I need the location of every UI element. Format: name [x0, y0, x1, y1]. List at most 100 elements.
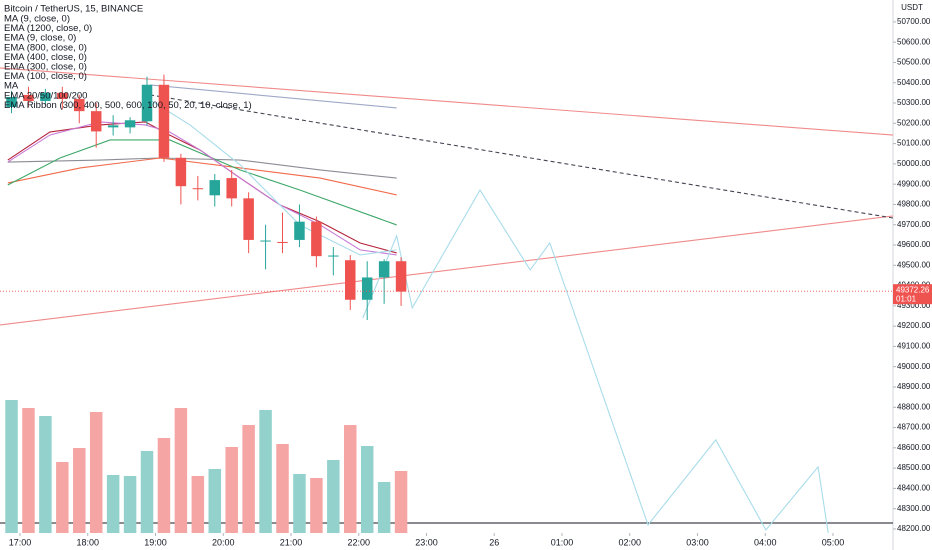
- y-tick-label: 50500.00: [897, 58, 931, 67]
- y-tick-label: 50300.00: [897, 98, 931, 107]
- volume-bar: [106, 475, 120, 533]
- axis-layer: 48200.00 48300.00 48400.00 48500.00 48600.00…: [0, 17, 932, 547]
- x-tick-label: 22:00: [347, 537, 370, 547]
- volume-bar: [360, 446, 374, 533]
- last-price-tag: [893, 284, 932, 305]
- candle-body: [209, 180, 221, 196]
- legend-entry: EMA (100, close, 0): [4, 71, 87, 82]
- volume-bar: [310, 478, 323, 533]
- x-tick-label: 19:00: [144, 537, 167, 547]
- last-price-label: 49372.26: [896, 285, 930, 294]
- candle-layer: [6, 74, 407, 321]
- candle-body: [40, 92, 51, 102]
- volume-bar: [5, 400, 18, 533]
- x-tick-label: 02:00: [618, 537, 641, 547]
- candle-body: [345, 260, 356, 300]
- candle-body: [294, 221, 305, 240]
- y-tick-label: 48300.00: [897, 504, 931, 513]
- volume-bar: [344, 425, 357, 533]
- indicator-layer: [0, 67, 894, 534]
- y-tick-label: 50600.00: [897, 37, 931, 46]
- y-tick-label: 49300.00: [897, 301, 931, 310]
- candle-body: [107, 125, 119, 128]
- candle-body: [74, 98, 85, 112]
- x-tick-label: 03:00: [686, 537, 709, 547]
- legend-entry: EMA (800, close, 0): [4, 42, 87, 53]
- y-tick-label: 49700.00: [897, 220, 931, 229]
- legend-entry: MA: [4, 81, 19, 92]
- candle-body: [192, 188, 204, 190]
- legend: Bitcoin / TetherUS, 15, BINANCE MA (9, c…: [4, 4, 252, 111]
- volume-bar: [208, 469, 222, 533]
- x-tick-label: 26: [489, 537, 499, 547]
- y-tick-label: 49000.00: [897, 362, 931, 371]
- candle-body: [378, 261, 390, 278]
- y-tick-label: 50400.00: [897, 78, 931, 87]
- x-tick-label: 23:00: [415, 537, 438, 547]
- y-tick-label: 50700.00: [897, 17, 931, 26]
- volume-bar: [174, 408, 188, 533]
- y-tick-label: 49200.00: [897, 321, 931, 330]
- y-tick-label: 48400.00: [897, 483, 931, 492]
- candle-body: [141, 84, 153, 122]
- x-tick-label: 17:00: [9, 537, 32, 547]
- x-tick-label: 18:00: [76, 537, 99, 547]
- volume-bar: [276, 444, 289, 533]
- volume-layer: [5, 400, 408, 533]
- volume-bar: [89, 412, 103, 533]
- volume-bar: [39, 416, 52, 533]
- candle-body: [90, 111, 102, 132]
- volume-bar: [225, 447, 238, 533]
- y-tick-label: 48800.00: [897, 402, 931, 411]
- candle-body: [260, 240, 271, 242]
- chart-title: Bitcoin / TetherUS, 15, BINANCE: [4, 4, 143, 15]
- legend-entry: MA (9, close, 0): [4, 14, 70, 25]
- candle-body: [395, 261, 407, 292]
- indicator-line: [0, 215, 894, 326]
- legend-entry: EMA (300, close, 0): [4, 62, 87, 73]
- candle-body: [6, 96, 17, 108]
- candle-body: [23, 94, 34, 102]
- y-tick-label: 49500.00: [897, 260, 931, 269]
- indicator-line: [149, 99, 397, 256]
- candle-body: [328, 255, 339, 257]
- volume-bar: [22, 408, 35, 533]
- indicator-line: [7, 121, 397, 256]
- currency-label: USDT: [901, 3, 923, 12]
- volume-bar: [157, 438, 171, 533]
- volume-bar: [140, 451, 154, 533]
- y-tick-label: 50200.00: [897, 118, 931, 127]
- candle-body: [277, 241, 288, 243]
- volume-bar: [73, 448, 86, 533]
- candle-body: [243, 198, 254, 240]
- indicator-line: [0, 67, 894, 136]
- x-tick-label: 01:00: [551, 537, 574, 547]
- y-tick-label: 50100.00: [897, 139, 931, 148]
- x-tick-label: 04:00: [754, 537, 777, 547]
- legend-entry: EMA 20/50/100/200: [4, 90, 87, 101]
- y-tick-label: 49800.00: [897, 200, 931, 209]
- candle-body: [311, 221, 322, 257]
- legend-entry: EMA (400, close, 0): [4, 52, 87, 63]
- y-tick-label: 48200.00: [897, 524, 931, 533]
- volume-bar: [123, 476, 137, 533]
- volume-bar: [191, 476, 205, 533]
- y-tick-label: 49100.00: [897, 342, 931, 351]
- indicator-line: [7, 139, 397, 226]
- y-tick-label: 48500.00: [897, 463, 931, 472]
- indicator-line: [150, 84, 397, 109]
- indicator-line: [362, 188, 829, 534]
- candle-body: [124, 120, 136, 128]
- volume-bar: [394, 471, 408, 533]
- candle-body: [226, 178, 237, 199]
- y-tick-label: 48600.00: [897, 443, 931, 452]
- y-tick-label: 48700.00: [897, 423, 931, 432]
- x-tick-label: 05:00: [822, 537, 845, 547]
- candle-body: [175, 157, 187, 187]
- volume-bar: [327, 460, 340, 533]
- y-tick-label: 50000.00: [897, 159, 931, 168]
- candle-body: [158, 84, 170, 158]
- countdown-label: 01:01: [896, 294, 917, 303]
